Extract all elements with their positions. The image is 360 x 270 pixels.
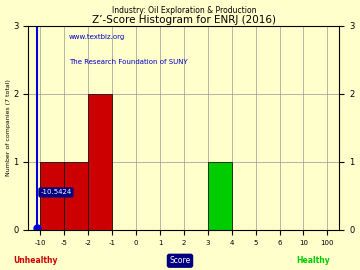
Text: www.textbiz.org: www.textbiz.org: [69, 34, 125, 40]
Bar: [40, 162, 64, 230]
Y-axis label: Number of companies (7 total): Number of companies (7 total): [5, 79, 10, 176]
Text: The Research Foundation of SUNY: The Research Foundation of SUNY: [69, 59, 188, 65]
Text: Industry: Oil Exploration & Production: Industry: Oil Exploration & Production: [112, 6, 256, 15]
Bar: [208, 162, 232, 230]
Bar: [64, 162, 88, 230]
Text: Healthy: Healthy: [296, 256, 330, 265]
Bar: [88, 94, 112, 230]
Text: Unhealthy: Unhealthy: [14, 256, 58, 265]
Title: Z’-Score Histogram for ENRJ (2016): Z’-Score Histogram for ENRJ (2016): [92, 15, 276, 25]
Text: -10.5424: -10.5424: [40, 190, 72, 195]
Text: Score: Score: [169, 256, 191, 265]
